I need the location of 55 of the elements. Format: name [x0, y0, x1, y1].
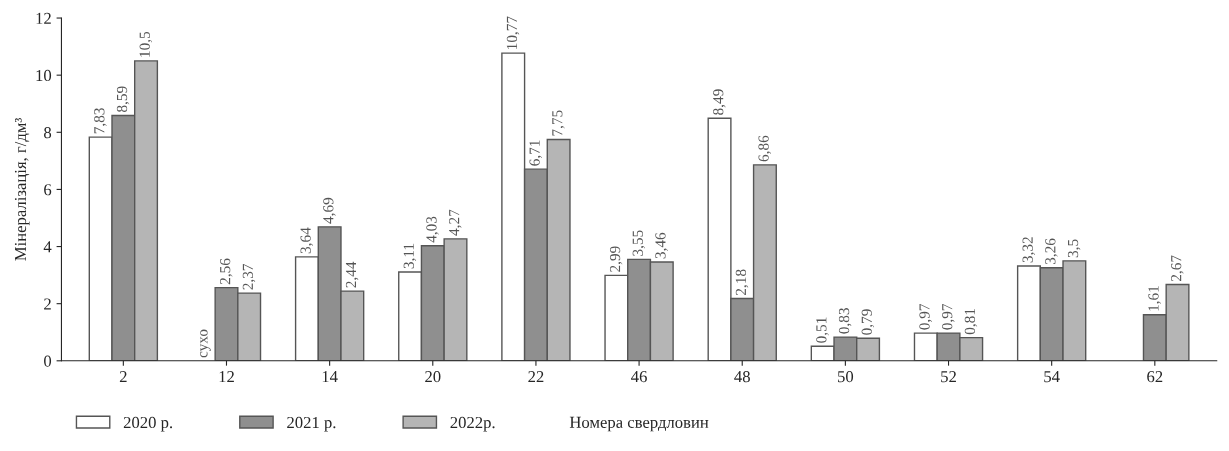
data-label: 6,71 [529, 140, 542, 166]
x-tick-label: 2 [119, 371, 127, 383]
x-tick-label: 48 [734, 371, 750, 383]
data-label: 3,55 [632, 230, 646, 256]
x-tick-label: 22 [528, 371, 544, 383]
data-label: 0,79 [861, 309, 875, 335]
data-label: 1,61 [1148, 286, 1161, 311]
legend-label: 2020 р. [123, 416, 173, 432]
y-tick-label: 8 [44, 126, 52, 139]
x-tick-label: 20 [425, 371, 441, 383]
y-tick-label: 0 [44, 355, 52, 367]
y-tick-label: 6 [44, 184, 52, 196]
data-label: 10,77 [506, 16, 520, 49]
y-tick-label: 12 [36, 12, 51, 24]
data-label: 3,11 [403, 243, 417, 269]
y-tick-label: 2 [44, 298, 51, 310]
data-label: 6,86 [758, 135, 771, 162]
data-label: 2,18 [735, 269, 749, 295]
data-label: 0,51 [816, 317, 829, 343]
data-label: 2,37 [242, 263, 256, 290]
x-tick-label: 54 [1044, 371, 1060, 383]
data-label: 4,27 [449, 209, 462, 236]
x-tick-label: 12 [219, 371, 234, 383]
y-tick-label: 4 [43, 241, 52, 253]
data-label: 7,75 [552, 110, 565, 136]
x-tick-label: 14 [322, 371, 338, 383]
x-tick-label: 52 [941, 371, 956, 383]
y-axis-title: Мінералізація, г/дм³ [14, 117, 30, 261]
y-tick-label: 10 [36, 69, 52, 82]
data-label: 0,97 [919, 303, 932, 330]
data-label: 2,67 [1171, 255, 1184, 282]
data-label: 8,49 [713, 89, 726, 115]
data-label: 3,26 [1045, 238, 1058, 265]
data-label: 10,5 [139, 31, 153, 57]
legend-label: 2022р. [450, 416, 495, 432]
x-tick-label: 50 [838, 371, 854, 383]
x-tick-label: 46 [631, 371, 647, 383]
data-label: 0,83 [838, 308, 852, 334]
data-label: 0,81 [964, 308, 978, 335]
text: сухо [200, 329, 211, 358]
data-label: 2,44 [345, 261, 359, 288]
legend-label: 2021 р. [287, 416, 336, 432]
data-label: 4,03 [426, 216, 439, 243]
data-label: 3,5 [1067, 239, 1081, 258]
data-label: 8,59 [116, 86, 130, 112]
data-label: 3,64 [300, 227, 313, 254]
data-label: 0,97 [942, 303, 955, 330]
x-axis-title: Номера свердловин [569, 416, 709, 432]
x-tick-label: 62 [1147, 371, 1163, 383]
data-label: 4,69 [323, 197, 336, 224]
data-label: 2,56 [220, 258, 233, 285]
data-label: 3,46 [655, 232, 668, 259]
data-label: 7,83 [94, 108, 107, 134]
data-label: 3,32 [1022, 237, 1035, 263]
data-label: 2,99 [609, 246, 623, 272]
